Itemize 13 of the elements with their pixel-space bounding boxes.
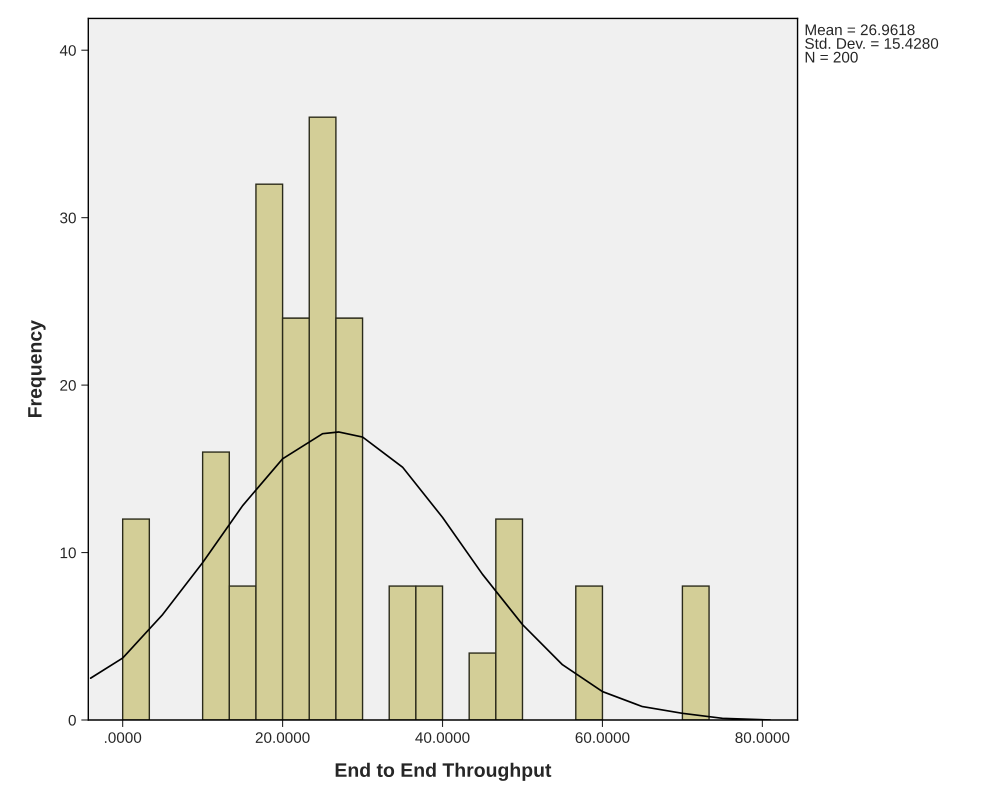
x-tick-label: 20.0000 [256, 732, 310, 744]
x-tick-label: 40.0000 [415, 732, 470, 744]
y-axis-title: Frequency [28, 320, 46, 418]
x-tick-label: .0000 [104, 732, 142, 744]
text: Mean = 26.9618 Std. Dev. = 15.4280 N = 200 [805, 24, 938, 63]
x-tick-label: 80.0000 [735, 732, 790, 744]
x-axis-title: End to End Throughput [336, 762, 552, 781]
x-tick-label: 60.0000 [576, 732, 630, 744]
y-tick-label: 0 [68, 714, 76, 726]
y-tick-label: 20 [60, 380, 76, 391]
y-tick-label: 30 [60, 212, 76, 224]
y-tick-label: 40 [60, 45, 76, 56]
y-tick-label: 10 [60, 547, 76, 558]
